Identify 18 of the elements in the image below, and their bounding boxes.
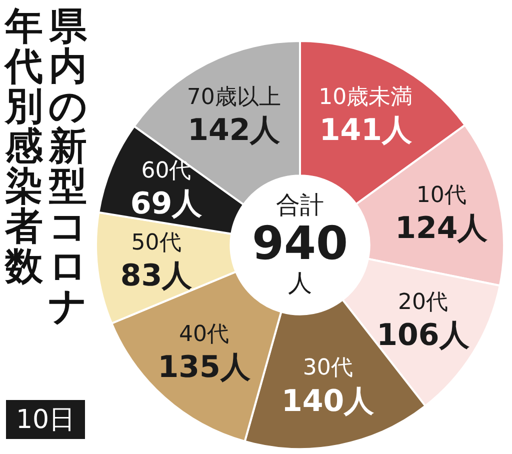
data-label: 135人 xyxy=(158,350,252,386)
data-label: 124人 xyxy=(395,211,489,246)
slice-label: 10代 xyxy=(416,183,466,208)
text: 人 xyxy=(288,269,312,298)
data-label: 106人 xyxy=(376,318,470,354)
chart-title: 県内の新型コロナ年代別感染者数 xyxy=(5,4,88,328)
data-label: 141人 xyxy=(319,112,413,148)
slice-label: 30代 xyxy=(302,356,353,381)
slice-label: 50代 xyxy=(131,230,182,256)
data-label: 142人 xyxy=(188,113,282,148)
data-label: 69人 xyxy=(130,186,204,222)
slice-label: 10歳未満 xyxy=(318,84,413,110)
slice-label: 40代 xyxy=(179,322,230,347)
data-label: 140人 xyxy=(282,384,376,419)
text: 10日 xyxy=(6,400,86,439)
data-label: 83人 xyxy=(120,258,194,294)
slice-label: 20代 xyxy=(398,290,448,315)
slice-label: 70歳以上 xyxy=(186,85,281,110)
